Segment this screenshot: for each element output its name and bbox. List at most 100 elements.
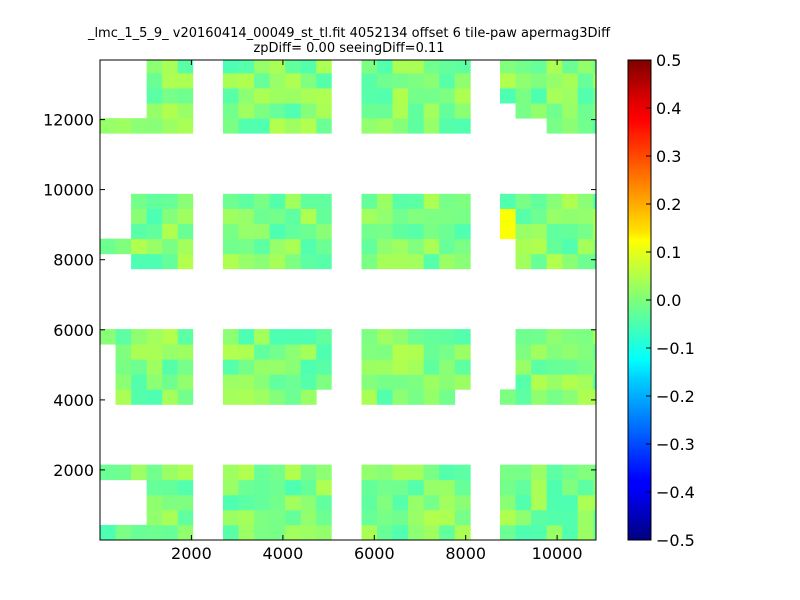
heatmap-cell-331 — [361, 103, 378, 119]
heatmap-cell-152 — [316, 374, 332, 390]
heatmap-cell-209 — [269, 72, 286, 89]
heatmap-cell-378 — [531, 479, 548, 496]
heatmap-cell-255 — [439, 464, 456, 481]
colorbar-tick-label: 0.5 — [656, 51, 681, 70]
heatmap-cell-146 — [285, 329, 302, 345]
heatmap-cell-117 — [316, 524, 332, 540]
heatmap-cell-351 — [423, 103, 440, 119]
heatmap-cell-242 — [408, 509, 425, 526]
heatmap-cell-451 — [562, 223, 579, 240]
heatmap-cell-101 — [254, 464, 270, 481]
heatmap-cell-429 — [593, 344, 596, 360]
y-tick-label: 12000 — [43, 111, 94, 130]
heatmap-cell-431 — [500, 223, 516, 240]
heatmap-cell-54 — [146, 253, 163, 270]
heatmap-cell-102 — [269, 524, 286, 540]
plot-frame — [99, 59, 597, 541]
heatmap-cell-436 — [515, 223, 532, 240]
y-tick-label: 4000 — [53, 391, 94, 410]
heatmap-cell-479 — [546, 60, 563, 74]
heatmap-cell-338 — [377, 72, 393, 89]
heatmap-cell-335 — [377, 118, 393, 134]
heatmap-cell-462 — [593, 208, 596, 225]
heatmap-cell-333 — [361, 72, 378, 89]
heatmap-cell-314 — [408, 193, 425, 209]
heatmap-cell-490 — [593, 118, 596, 134]
heatmap-cell-164 — [238, 208, 255, 225]
heatmap-cell-214 — [285, 72, 302, 89]
heatmap-cell-409 — [531, 344, 548, 360]
heatmap-cell-166 — [254, 253, 270, 270]
heatmap-cell-437 — [515, 208, 532, 225]
heatmap-cell-386 — [562, 509, 579, 526]
heatmap-cell-454 — [577, 253, 594, 270]
heatmap-cell-471 — [531, 103, 548, 119]
heatmap-cell-297 — [361, 223, 378, 240]
heatmap-cell-13 — [162, 494, 179, 511]
heatmap-cell-150 — [300, 344, 317, 360]
heatmap-cell-199 — [238, 72, 255, 89]
heatmap-cell-69 — [100, 118, 116, 134]
heatmap-cell-165 — [238, 193, 255, 209]
heatmap-cell-354 — [423, 60, 440, 74]
heatmap-cell-266 — [377, 389, 393, 405]
heatmap-cell-204 — [254, 72, 270, 89]
heatmap-cell-398 — [593, 479, 596, 496]
heatmap-cell-249 — [423, 479, 440, 496]
heatmap-cell-181 — [300, 253, 317, 270]
heatmap-cell-276 — [408, 389, 425, 405]
heatmap-cell-279 — [408, 344, 425, 360]
heatmap-cell-302 — [377, 223, 393, 240]
heatmap-cell-348 — [408, 72, 425, 89]
heatmap-cell-396 — [593, 509, 596, 526]
heatmap-cell-491 — [593, 103, 596, 119]
heatmap-cell-180 — [285, 193, 302, 209]
heatmap-cell-356 — [439, 103, 456, 119]
heatmap-cell-170 — [254, 193, 270, 209]
heatmap-cell-221 — [316, 118, 332, 134]
heatmap-cell-269 — [377, 344, 393, 360]
heatmap-cell-205 — [254, 60, 270, 74]
heatmap-cell-238 — [392, 494, 409, 511]
heatmap-cell-202 — [254, 103, 270, 119]
y-axis: 2000 4000 6000 8000 10000 12000 — [43, 111, 596, 480]
heatmap-cell-387 — [562, 494, 579, 511]
heatmap-cell-79 — [162, 88, 179, 104]
heatmap-cell-64 — [177, 253, 194, 270]
heatmap-cell-486 — [577, 103, 594, 119]
heatmap-cell-137 — [269, 389, 286, 405]
heatmap-cell-408 — [531, 359, 548, 375]
heatmap-cell-366 — [500, 509, 516, 526]
heatmap-cell-308 — [392, 208, 409, 225]
heatmap-cell-439 — [531, 253, 548, 270]
heatmap-cell-371 — [515, 509, 532, 526]
heatmap-cell-65 — [177, 238, 194, 255]
heatmap-cell-277 — [408, 374, 425, 390]
colorbar-tick-label: −0.3 — [656, 435, 695, 454]
heatmap-cell-388 — [562, 479, 579, 496]
heatmap-cell-189 — [316, 208, 332, 225]
heatmap-cell-312 — [408, 223, 425, 240]
heatmap-cell-227 — [361, 509, 378, 526]
heatmap-cell-313 — [408, 208, 425, 225]
heatmap-cell-385 — [562, 524, 579, 540]
heatmap-cell-43 — [177, 374, 194, 390]
heatmap-cell-173 — [269, 223, 286, 240]
heatmap-cell-95 — [238, 479, 255, 496]
heatmap-cell-401 — [515, 389, 532, 405]
heatmap-cell-296 — [361, 238, 378, 255]
heatmap-cell-425 — [577, 329, 594, 345]
heatmap-cell-441 — [531, 223, 548, 240]
heatmap-cell-172 — [269, 238, 286, 255]
heatmap-cell-244 — [408, 479, 425, 496]
heatmap-cell-19 — [177, 479, 194, 496]
heatmap-cell-292 — [454, 359, 471, 375]
heatmap-cell-121 — [316, 464, 332, 481]
heatmap-cell-350 — [423, 118, 440, 134]
heatmap-cell-163 — [238, 223, 255, 240]
heatmap-cell-446 — [546, 223, 563, 240]
heatmap-cell-460 — [593, 238, 596, 255]
heatmap-cell-406 — [531, 389, 548, 405]
colorbar-tick-label: −0.2 — [656, 387, 695, 406]
heatmap-cell-90 — [222, 479, 239, 496]
